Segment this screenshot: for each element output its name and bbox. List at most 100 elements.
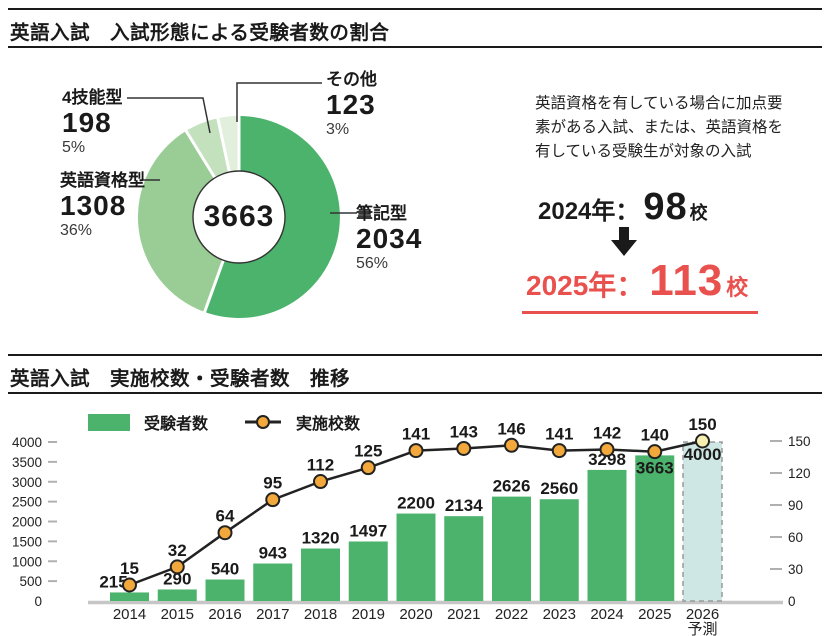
- left-axis-label: 1000: [12, 554, 42, 569]
- left-axis-label: 1500: [12, 534, 42, 549]
- stat-2024: 2024年： 98 校: [538, 186, 708, 229]
- bar: [492, 496, 531, 601]
- year-label: 2023: [543, 606, 576, 623]
- year-label: 2026: [686, 606, 719, 623]
- bar: [587, 469, 627, 601]
- line-value-label: 125: [354, 442, 382, 461]
- bar: [301, 548, 340, 601]
- bar: [444, 516, 484, 601]
- line-series-label: 実施校数: [296, 416, 361, 433]
- leader-line-other: [236, 82, 322, 122]
- bar-value-label: 4000: [684, 445, 722, 464]
- year-label: 2022: [495, 606, 528, 623]
- bar-value-label: 290: [163, 569, 191, 588]
- section1-title: 英語入試 入試形態による受験者数の割合: [10, 22, 390, 44]
- forecast-bar: [682, 441, 723, 602]
- section2-bottom-rule: [8, 392, 822, 394]
- line-value-label: 142: [593, 424, 621, 443]
- bar-value-label: 540: [211, 560, 239, 579]
- line-marker: [313, 474, 328, 490]
- left-axis-label: 2000: [12, 515, 42, 530]
- line-marker: [408, 443, 424, 459]
- line-marker: [504, 437, 519, 453]
- right-axis-label: 30: [788, 562, 803, 577]
- left-axis-label: 4000: [12, 435, 42, 450]
- stat-unit: 校: [726, 275, 749, 300]
- bar-value-label: 2134: [445, 496, 483, 515]
- forecast-sublabel: 予測: [687, 621, 717, 636]
- bar-series-swatch: [88, 413, 130, 431]
- note-line: 有している受験生が対象の入試: [535, 143, 752, 161]
- line-value-label: 150: [688, 415, 716, 434]
- section2-title: 英語入試 実施校数・受験者数 推移: [10, 368, 351, 390]
- bar-series-label: 受験者数: [144, 416, 209, 433]
- bar: [205, 579, 245, 601]
- year-label: 2024: [590, 606, 623, 623]
- bar: [253, 563, 293, 601]
- line-value-label: 141: [545, 425, 573, 444]
- stat-value: 113: [649, 256, 724, 305]
- line-marker: [695, 433, 710, 449]
- segment-name: 4技能型: [62, 88, 123, 107]
- line-marker: [122, 577, 137, 593]
- chart-legend: 受験者数 実施校数: [88, 410, 382, 434]
- stat-year-label: 2024年：: [538, 198, 640, 225]
- right-axis-label: 60: [788, 530, 803, 545]
- qualification-note: 英語資格を有している場合に加点要 素がある入試、または、英語資格を 有している受…: [535, 92, 825, 164]
- line-value-label: 64: [216, 507, 235, 526]
- right-axis-label: 120: [788, 466, 811, 481]
- line-marker: [360, 460, 376, 476]
- donut-hole: [192, 170, 286, 264]
- left-axis-label: 2500: [12, 495, 42, 510]
- bar: [110, 592, 149, 601]
- section1-bottom-rule: [8, 46, 822, 48]
- line-marker: [599, 442, 615, 458]
- bar-value-label: 3663: [636, 458, 674, 477]
- line-value-label: 15: [120, 559, 139, 578]
- line-series-marker-icon: [245, 415, 282, 429]
- line-value-label: 140: [641, 426, 669, 445]
- bar-value-label: 1320: [302, 529, 340, 548]
- down-arrow-icon: [611, 227, 637, 256]
- line-marker: [265, 492, 281, 508]
- bar-value-label: 1497: [349, 521, 387, 540]
- bar-value-label: 2626: [493, 477, 531, 496]
- segment-name: その他: [326, 70, 377, 89]
- left-axis-label: 500: [19, 574, 42, 589]
- year-label: 2018: [304, 606, 337, 623]
- line-value-label: 146: [497, 419, 525, 438]
- year-label: 2017: [256, 606, 289, 623]
- year-label: 2021: [447, 606, 480, 623]
- segment-value: 123: [326, 89, 376, 120]
- year-label: 2020: [399, 606, 432, 623]
- bar-value-label: 943: [259, 544, 287, 563]
- left-axis-label: 0: [34, 594, 42, 609]
- bar: [635, 455, 675, 601]
- combo-chart: 0 500 1000 1500 2000 2500 3000 3500 4000 0 30 60 90 1…: [12, 415, 811, 636]
- donut-center-total: 3663: [203, 200, 275, 233]
- line-marker: [169, 559, 185, 575]
- segment-percent: 36%: [60, 222, 93, 239]
- segment-name: 筆記型: [356, 204, 407, 223]
- line-marker: [647, 444, 663, 460]
- left-axis-label: 3000: [12, 475, 42, 490]
- year-label: 2015: [161, 606, 194, 623]
- segment-value: 198: [62, 107, 112, 138]
- section2-top-rule: [8, 354, 822, 356]
- segment-value: 1308: [60, 190, 127, 221]
- right-axis-label: 0: [788, 594, 796, 609]
- section1-top-rule: [8, 8, 822, 10]
- line-value-label: 112: [307, 456, 334, 475]
- year-label: 2014: [113, 606, 146, 623]
- bar: [157, 589, 197, 601]
- donut-label-written: 筆記型 2034 56%: [356, 204, 422, 274]
- bar-value-label: 2560: [540, 479, 578, 498]
- left-axis-label: 3500: [12, 455, 42, 470]
- year-label: 2025: [638, 606, 671, 623]
- year-label: 2016: [208, 606, 241, 623]
- line-marker: [217, 525, 233, 541]
- note-line: 素がある入試、または、英語資格を: [535, 119, 784, 137]
- stat-2025: 2025年： 113 校: [522, 256, 759, 314]
- segment-percent: 5%: [62, 139, 86, 156]
